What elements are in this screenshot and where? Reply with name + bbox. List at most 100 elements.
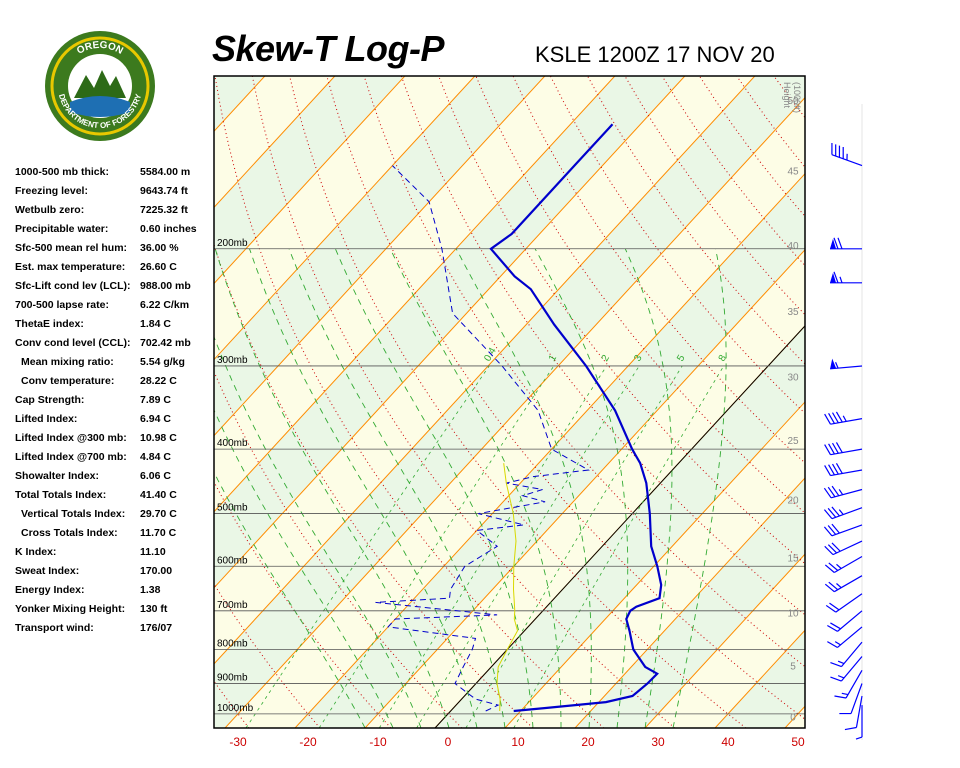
index-value: 26.60 C xyxy=(140,261,177,273)
index-value: 170.00 xyxy=(140,565,173,577)
temperature-band xyxy=(214,76,805,728)
dry-adiabat-line xyxy=(326,76,805,720)
moist-adiabat-line xyxy=(288,248,506,728)
dry-adiabat-line xyxy=(886,76,960,728)
index-label: Mean mixing ratio: xyxy=(21,356,114,368)
wind-barb xyxy=(824,575,863,593)
index-label: Lifted Index: xyxy=(15,413,78,425)
wind-barb xyxy=(830,656,863,682)
moist-adiabat-line xyxy=(214,471,366,728)
plot-frame xyxy=(213,75,806,729)
height-tick-label: 10 xyxy=(787,609,799,620)
isotherm-line xyxy=(214,76,476,361)
height-tick-label: 25 xyxy=(787,436,799,447)
temperature-band xyxy=(785,706,805,728)
index-label: K Index: xyxy=(15,546,57,558)
index-value: 11.70 C xyxy=(140,527,177,539)
index-label: Lifted Index @300 mb: xyxy=(15,432,127,444)
index-label: Sweat Index: xyxy=(15,565,80,577)
temperature-tick-label: -30 xyxy=(229,735,247,749)
mixing-ratio-line xyxy=(513,365,725,728)
temperature-profile xyxy=(489,123,663,713)
index-label: 1000-500 mb thick: xyxy=(15,166,109,178)
temperature-band xyxy=(0,76,125,728)
wetbulb-profile xyxy=(496,463,519,712)
index-value: 36.00 % xyxy=(140,242,179,254)
wind-barb xyxy=(824,411,863,425)
isotherm-line xyxy=(214,76,616,513)
index-label: Est. max temperature: xyxy=(15,261,126,273)
mixing-ratio-label: 3 xyxy=(632,353,645,364)
index-label: Energy Index: xyxy=(15,584,85,596)
svg-text:OREGON: OREGON xyxy=(75,40,125,57)
temperature-tick-label: 30 xyxy=(651,735,665,749)
temperature-tick-label: 0 xyxy=(445,735,452,749)
height-tick-label: 15 xyxy=(787,553,799,564)
index-value: 6.94 C xyxy=(140,413,171,425)
height-tick-label: 50 xyxy=(787,96,799,107)
index-value: 6.22 C/km xyxy=(140,299,190,311)
wind-barb xyxy=(855,705,863,740)
dry-adiabat-line xyxy=(923,76,960,728)
isotherm-line xyxy=(644,553,805,728)
index-label: Sfc-500 mean rel hum: xyxy=(15,242,128,254)
isotherm-line xyxy=(855,76,960,728)
index-value: 0.60 inches xyxy=(140,223,197,235)
isotherm-line xyxy=(214,76,686,589)
index-label: Freezing level: xyxy=(15,185,88,197)
wind-barb xyxy=(844,695,863,731)
wind-barb xyxy=(823,523,863,537)
dry-adiabat-line xyxy=(438,76,805,565)
wind-barb xyxy=(830,237,862,250)
mixing-ratio-label: 8 xyxy=(717,353,730,364)
index-label: Conv temperature: xyxy=(21,375,115,387)
index-label: Yonker Mixing Height: xyxy=(15,603,126,615)
height-tick-label: 5 xyxy=(790,662,796,673)
station-datetime: KSLE 1200Z 17 NOV 20 xyxy=(535,42,775,67)
temperature-tick-label: 20 xyxy=(581,735,595,749)
wind-barb xyxy=(824,442,863,456)
index-label: Cross Totals Index: xyxy=(21,527,118,539)
pressure-level-label: 300mb xyxy=(217,355,248,366)
wind-barb xyxy=(824,540,863,556)
index-label: Showalter Index: xyxy=(15,470,100,482)
pressure-level-label: 1000mb xyxy=(217,703,254,714)
wind-barb xyxy=(830,641,863,668)
wind-barb xyxy=(830,271,862,284)
wind-barb xyxy=(823,506,863,520)
isotherm-line xyxy=(0,76,195,728)
mixing-ratio-line xyxy=(245,365,490,728)
index-value: 11.10 xyxy=(140,546,166,558)
isotherm-line xyxy=(214,76,756,665)
dry-adiabat-line xyxy=(214,583,321,728)
wind-barb xyxy=(839,683,863,715)
dry-adiabat-line xyxy=(811,76,960,728)
index-value: 6.06 C xyxy=(140,470,171,482)
height-axis-title-line: (1000ft) xyxy=(792,82,802,113)
index-value: 7.89 C xyxy=(140,394,171,406)
temperature-tick-label: 40 xyxy=(721,735,735,749)
isotherm-line xyxy=(224,96,805,728)
index-value: 130 ft xyxy=(140,603,168,615)
wind-barb xyxy=(825,593,863,613)
temperature-band xyxy=(855,76,960,728)
isotherm-line xyxy=(214,76,336,209)
index-label: Transport wind: xyxy=(15,622,94,634)
index-label: Total Totals Index: xyxy=(15,489,107,501)
index-value: 29.70 C xyxy=(140,508,177,520)
oregon-department-of-forestry-logo: OREGON DEPARTMENT OF FORESTRY xyxy=(45,31,155,141)
mixing-ratio-label: 2 xyxy=(600,353,613,364)
index-label: ThetaE index: xyxy=(15,318,84,330)
pressure-level-label: 600mb xyxy=(217,555,248,566)
isotherm-line xyxy=(0,76,55,728)
temperature-tick-label: 50 xyxy=(791,735,805,749)
isotherm-line xyxy=(214,76,406,285)
pressure-level-label: 400mb xyxy=(217,438,248,449)
temperature-tick-label: -20 xyxy=(299,735,317,749)
wind-barb xyxy=(823,485,863,499)
index-value: 702.42 mb xyxy=(140,337,191,349)
index-value: 7225.32 ft xyxy=(140,204,188,216)
index-value: 988.00 mb xyxy=(140,280,191,292)
logo-top-text: OREGON xyxy=(75,40,125,57)
